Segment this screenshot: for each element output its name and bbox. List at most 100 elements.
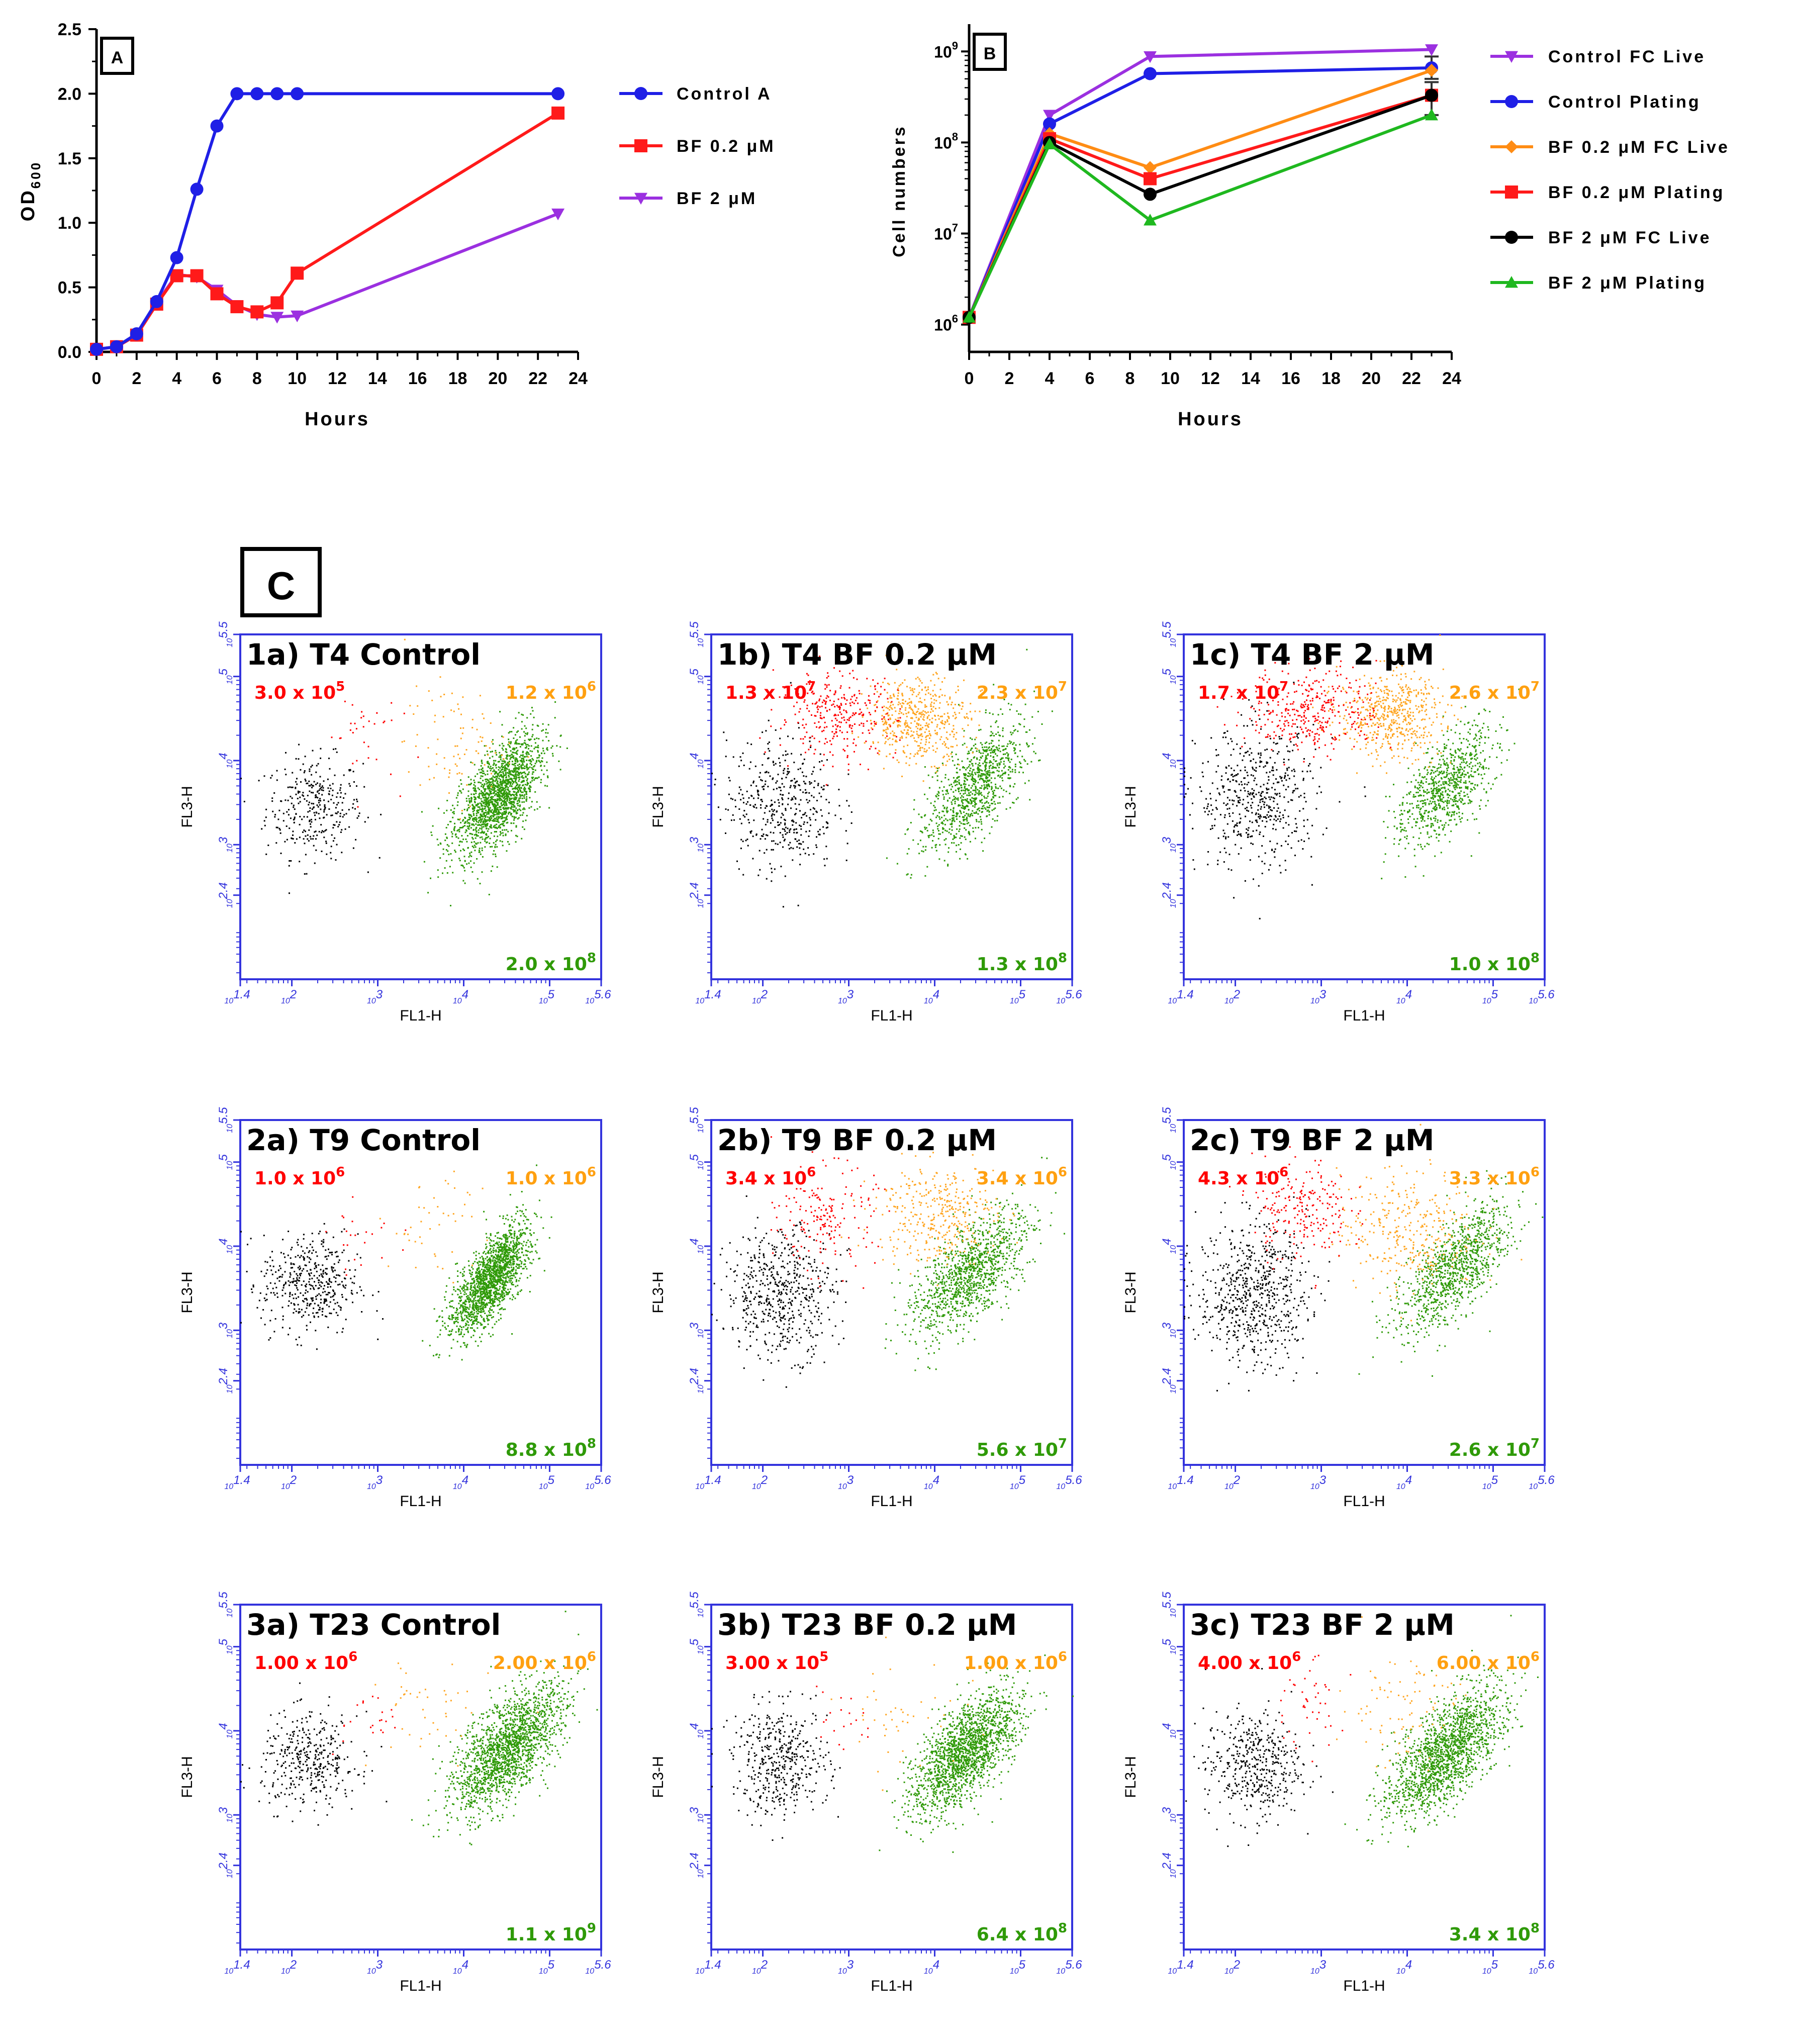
cytometry-axis-ticks: 101.4 102 103 104 105 105.6102.4103104105105.… bbox=[217, 1592, 611, 1976]
count-orange-base: 2.6 x 10 bbox=[1449, 683, 1531, 703]
cytometry-x-tick-exp: 2 bbox=[761, 988, 768, 1001]
cytometry-y-tick-exp: 3 bbox=[688, 1322, 701, 1329]
count-orange-base: 3.4 x 10 bbox=[977, 1168, 1058, 1189]
cytometry-y-tick-exp: 5.5 bbox=[1160, 1107, 1174, 1124]
panel-b-x-tick-label: 12 bbox=[1201, 369, 1220, 388]
cytometry-y-tick-exp: 2.4 bbox=[688, 1368, 701, 1385]
cytometry-y-tick-exp: 5 bbox=[688, 1154, 701, 1161]
cytometry-x-tick-label: 104 bbox=[453, 1473, 468, 1491]
live-cell-dots bbox=[884, 1157, 1065, 1371]
cytometry-y-tick-base: 10 bbox=[697, 1730, 705, 1739]
cytometry-x-tick-exp: 4 bbox=[1405, 988, 1412, 1001]
cytometry-y-tick-label: 104 bbox=[1160, 1238, 1178, 1254]
cytometry-y-tick-label: 103 bbox=[217, 1807, 234, 1823]
cytometry-x-tick-exp: 2 bbox=[1233, 988, 1240, 1001]
cytometry-y-tick-exp: 5.5 bbox=[217, 1592, 230, 1609]
panel-a-ticks: 0 2 4 6 8 10 12 14 16 18 20 22 240.00.51.01.52.02.5 bbox=[58, 20, 588, 388]
panel-b-y-tick-label: 109 bbox=[934, 39, 958, 61]
panel-a-x-tick-label: 0 bbox=[92, 369, 102, 388]
count-red: 1.00 x 106 bbox=[254, 1649, 357, 1674]
cytometry-y-tick-exp: 4 bbox=[217, 1238, 230, 1245]
cytometry-x-tick-base: 10 bbox=[1010, 1967, 1019, 1976]
panel-b-series-line bbox=[968, 66, 1432, 318]
cytometry-x-tick-base: 10 bbox=[752, 1967, 761, 1976]
cytometry-xlabel: FL1-H bbox=[871, 1493, 912, 1510]
cytometry-y-tick-base: 10 bbox=[226, 1329, 234, 1338]
panel-b-series-line bbox=[968, 48, 1432, 318]
cytometry-y-tick-exp: 5 bbox=[1160, 668, 1174, 675]
cytometry-x-tick-base: 10 bbox=[1056, 1482, 1065, 1491]
cytometry-x-tick-base: 10 bbox=[1529, 1482, 1538, 1491]
count-red-base: 1.3 x 10 bbox=[725, 683, 807, 703]
cytometry-y-tick-base: 10 bbox=[226, 1245, 234, 1254]
cytometry-y-tick-base: 10 bbox=[226, 760, 234, 769]
cytometry-x-tick-base: 10 bbox=[1168, 1482, 1177, 1491]
cytometry-x-tick-base: 10 bbox=[453, 1482, 462, 1491]
panel-b-xlabel: Hours bbox=[1178, 409, 1243, 430]
count-green-base: 8.8 x 10 bbox=[506, 1440, 587, 1460]
cytometry-x-tick-label: 102 bbox=[752, 1958, 768, 1976]
cytometry-y-tick-label: 105.5 bbox=[1160, 621, 1178, 647]
count-green-exp: 7 bbox=[1531, 1436, 1540, 1451]
panel-a-data-point bbox=[291, 266, 304, 280]
cytometry-y-tick-base: 10 bbox=[697, 1609, 705, 1618]
cytometry-panel: 101.4 102 103 104 105 105.6102.4103104105105.… bbox=[650, 1107, 1082, 1510]
panel-a-data-point bbox=[551, 106, 565, 120]
cytometry-x-tick-base: 10 bbox=[695, 1482, 704, 1491]
cytometry-y-tick-label: 103 bbox=[217, 837, 234, 853]
count-orange-base: 6.00 x 10 bbox=[1437, 1653, 1531, 1674]
panel-a-data-point bbox=[130, 327, 143, 341]
cytometry-x-tick-label: 105 bbox=[1010, 1473, 1026, 1491]
cytometry-y-tick-label: 104 bbox=[217, 753, 234, 768]
cytometry-x-tick-base: 10 bbox=[1168, 1967, 1177, 1976]
count-red-exp: 6 bbox=[1279, 1165, 1288, 1180]
cytometry-axis-ticks: 101.4 102 103 104 105 105.6102.4103104105105.… bbox=[1160, 1592, 1555, 1976]
cytometry-x-tick-label: 105.6 bbox=[1529, 1473, 1555, 1491]
panel-b-y-tick-label: 106 bbox=[934, 313, 958, 334]
cytometry-y-tick-label: 104 bbox=[688, 1723, 705, 1738]
count-orange-base: 2.00 x 10 bbox=[493, 1653, 587, 1674]
cytometry-x-tick-exp: 1.4 bbox=[1177, 1958, 1193, 1972]
cytometry-y-tick-base: 10 bbox=[1169, 1645, 1178, 1654]
cytometry-xlabel: FL1-H bbox=[400, 1493, 441, 1510]
panel-a-data-point bbox=[551, 87, 565, 101]
count-orange: 6.00 x 106 bbox=[1437, 1649, 1540, 1674]
cytometry-y-tick-exp: 4 bbox=[1160, 753, 1174, 759]
panel-b-label: B bbox=[984, 44, 996, 63]
cytometry-x-tick-base: 10 bbox=[838, 1482, 847, 1491]
cytometry-x-tick-base: 10 bbox=[585, 1482, 594, 1491]
cytometry-panel: 101.4 102 103 104 105 105.6102.4103104105105.… bbox=[650, 621, 1082, 1024]
cytometry-x-tick-exp: 5 bbox=[1491, 988, 1498, 1001]
cytometry-y-tick-label: 105 bbox=[217, 1154, 234, 1170]
panel-b-x-tick-label: 6 bbox=[1085, 369, 1095, 388]
cytometry-y-tick-label: 102.4 bbox=[1160, 1368, 1178, 1393]
cytometry-y-tick-base: 10 bbox=[697, 844, 705, 853]
panel-a-data-point bbox=[170, 251, 183, 264]
cytometry-ylabel: FL3-H bbox=[650, 786, 667, 827]
panel-c-grid: 101.4 102 103 104 105 105.6102.4103104105105.… bbox=[179, 621, 1555, 1994]
cytometry-x-tick-exp: 2 bbox=[761, 1473, 768, 1487]
cytometry-y-tick-exp: 5 bbox=[688, 1638, 701, 1645]
cytometry-x-tick-base: 10 bbox=[224, 1967, 233, 1976]
panel-a-x-tick-label: 4 bbox=[172, 369, 181, 388]
cytometry-panel: 101.4 102 103 104 105 105.6102.4103104105105.… bbox=[650, 1592, 1082, 1994]
count-green: 5.6 x 107 bbox=[977, 1436, 1067, 1460]
panel-a-x-tick-label: 10 bbox=[288, 369, 307, 388]
cytometry-x-tick-exp: 5.6 bbox=[1065, 1958, 1082, 1972]
count-orange-exp: 6 bbox=[1531, 1165, 1540, 1180]
cytometry-x-tick-exp: 3 bbox=[376, 988, 383, 1001]
cytometry-y-tick-base: 10 bbox=[226, 1609, 234, 1618]
cytometry-x-tick-exp: 2 bbox=[290, 988, 297, 1001]
count-green-exp: 8 bbox=[1531, 1921, 1540, 1936]
cytometry-x-tick-label: 103 bbox=[1310, 1958, 1327, 1976]
cytometry-y-tick-label: 105.5 bbox=[688, 1592, 705, 1618]
panel-a-data-point bbox=[291, 310, 304, 323]
cytometry-xlabel: FL1-H bbox=[1343, 1007, 1385, 1024]
cytometry-y-tick-base: 10 bbox=[1169, 638, 1178, 647]
cytometry-plot-frame bbox=[1183, 633, 1546, 980]
cytometry-x-tick-base: 10 bbox=[1224, 997, 1234, 1005]
panel-b-y-tick-base: 10 bbox=[934, 316, 952, 334]
cytometry-x-tick-label: 103 bbox=[838, 988, 854, 1005]
cytometry-x-tick-label: 105.6 bbox=[1056, 988, 1082, 1005]
cytometry-x-tick-exp: 5 bbox=[1019, 1473, 1026, 1487]
